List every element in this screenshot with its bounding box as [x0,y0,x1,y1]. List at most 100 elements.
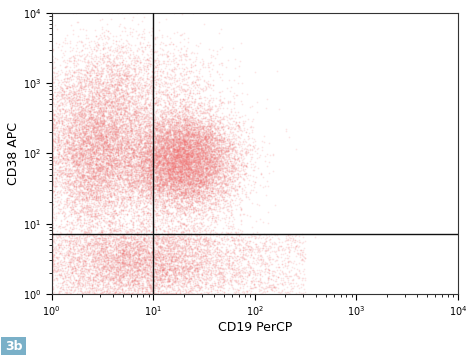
Point [71,265,79,271]
Point [48,96,55,102]
Point [190,126,198,132]
Point [180,127,188,132]
Point [158,114,166,119]
Point [107,184,114,190]
Point [212,182,219,188]
Point [188,219,195,225]
Point [48,138,55,143]
Point [171,259,178,264]
Point [77,104,85,110]
Point [127,127,135,132]
Point [58,170,66,175]
Point [184,143,191,149]
Point [117,161,125,167]
Point [92,173,100,179]
Point [152,260,160,266]
Point [94,111,102,117]
Point [214,165,221,171]
Point [69,254,77,260]
Point [173,184,181,189]
Point [83,145,91,151]
Point [184,278,191,283]
Point [142,58,149,63]
Point [62,155,69,161]
Point [220,177,228,182]
Point [118,135,126,141]
Point [190,131,198,137]
Point [167,181,174,186]
Point [105,199,113,204]
Point [80,107,87,113]
Point [173,201,180,206]
Point [146,240,154,246]
Point [100,232,107,238]
Point [139,291,147,297]
Point [199,166,206,172]
Point [218,165,225,170]
Point [80,164,88,170]
Point [128,94,135,100]
Point [152,158,160,164]
Point [82,107,89,113]
Point [164,151,171,157]
Point [90,204,97,210]
Point [72,162,79,168]
Point [158,121,166,127]
Point [86,134,94,140]
Point [103,182,111,188]
Point [197,256,205,261]
Point [114,164,122,169]
Point [121,271,128,277]
Point [222,147,230,153]
Point [48,92,55,97]
Point [140,250,147,256]
Point [179,171,186,177]
Point [198,154,205,160]
Point [246,151,254,156]
Point [117,273,124,279]
Point [229,185,237,191]
Point [132,98,139,104]
Point [207,155,214,160]
Point [75,91,83,96]
Point [153,264,160,270]
Point [161,154,169,160]
Point [135,280,143,285]
Point [206,150,214,156]
Point [128,145,136,151]
Point [86,147,94,153]
Point [118,251,126,257]
Point [163,184,171,190]
Point [102,159,109,165]
Point [119,57,127,62]
Point [80,262,87,268]
Point [298,252,306,258]
Point [148,278,155,284]
Point [109,72,117,78]
Point [93,268,101,274]
Point [164,99,172,104]
Point [103,219,111,225]
Point [92,114,100,119]
Point [85,115,92,121]
Point [178,268,186,273]
Point [210,148,218,154]
Point [131,158,138,164]
Point [151,63,159,69]
Point [164,171,171,176]
Point [90,146,97,152]
Point [164,140,171,146]
Point [152,154,160,160]
Point [104,143,112,149]
Point [90,107,97,113]
Point [176,236,184,241]
Point [162,276,169,282]
Point [150,119,157,125]
Point [207,146,215,152]
Point [77,287,84,293]
Point [94,272,102,277]
Point [66,246,73,251]
Point [160,268,167,273]
Point [95,100,103,106]
Point [121,265,129,271]
